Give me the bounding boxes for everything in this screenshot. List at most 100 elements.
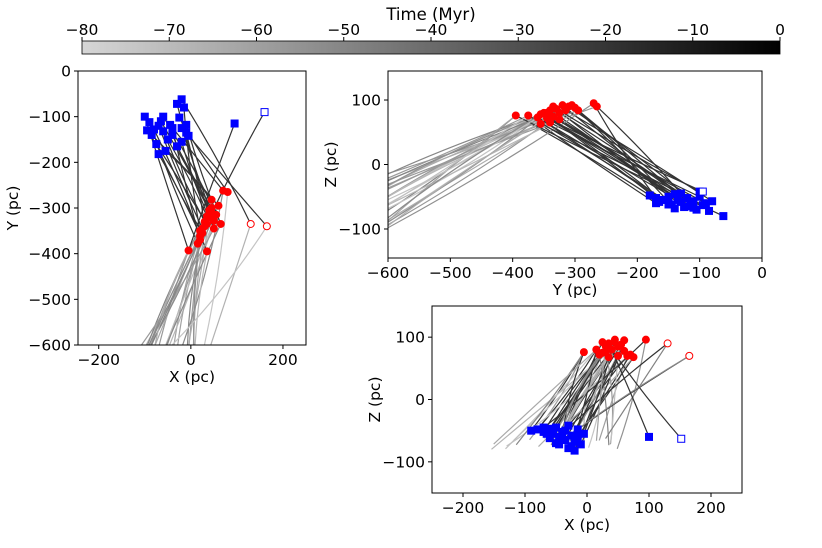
x-tick-label: 0 xyxy=(186,351,196,369)
square-marker-open xyxy=(698,187,707,196)
y-tick-label: −600 xyxy=(28,337,71,355)
panel-xy: −200 0 200 0 −100 −200 −300 −400 −500 −600 X (pc) Y… xyxy=(4,63,307,386)
square-marker xyxy=(561,426,570,435)
square-marker xyxy=(645,432,653,441)
circle-marker xyxy=(579,348,588,357)
circle-marker xyxy=(209,224,218,233)
trajectory-past xyxy=(165,214,217,345)
x-axis-label: X (pc) xyxy=(564,516,610,534)
trajectory-past xyxy=(388,102,595,229)
square-marker xyxy=(184,131,193,140)
trajectory-recent xyxy=(187,123,236,251)
trajectory-past xyxy=(193,239,201,345)
panel-xz: −200 −100 0 100 200 100 0 −100 X (pc) Z (pc) xyxy=(366,305,743,534)
y-tick-label: −100 xyxy=(338,220,381,238)
x-axis-label: X (pc) xyxy=(169,368,215,386)
square-marker xyxy=(140,112,149,121)
circle-marker-open xyxy=(246,219,255,228)
y-tick-label: −100 xyxy=(382,453,425,471)
colorbar-gradient xyxy=(81,40,781,55)
y-axis-label: Z (pc) xyxy=(366,376,384,422)
trajectory-recent xyxy=(564,342,668,432)
trajectory-past xyxy=(515,351,585,446)
circle-marker xyxy=(196,235,205,244)
trajectory-past xyxy=(171,225,268,345)
circle-marker xyxy=(604,353,613,362)
trajectory-past xyxy=(148,243,199,345)
trajectory-recent xyxy=(543,112,657,199)
trajectory-past xyxy=(388,112,545,219)
trajectories xyxy=(491,339,690,451)
markers xyxy=(527,335,694,455)
square-marker xyxy=(552,439,560,448)
y-tick-label: −100 xyxy=(28,108,71,126)
circle-marker xyxy=(214,201,223,210)
square-marker xyxy=(673,195,682,204)
colorbar-tick-label: −80 xyxy=(66,21,99,39)
x-tick-label: 200 xyxy=(696,499,726,517)
trajectory-recent xyxy=(565,109,713,202)
square-marker xyxy=(705,206,714,215)
square-marker xyxy=(147,130,156,139)
y-axis-label: Y (pc) xyxy=(4,186,22,232)
trajectory-past xyxy=(165,223,222,345)
circle-marker xyxy=(198,229,207,238)
y-tick-label: 0 xyxy=(415,391,425,409)
trajectory-past xyxy=(388,117,548,227)
circle-marker xyxy=(202,247,211,256)
circle-marker xyxy=(614,351,622,360)
trajectory-past xyxy=(388,118,560,206)
circle-marker xyxy=(620,336,629,345)
square-marker xyxy=(154,150,163,159)
circle-marker-open xyxy=(262,222,271,231)
markers xyxy=(140,95,271,256)
y-tick-label: −400 xyxy=(28,245,71,263)
trajectory-past xyxy=(505,341,603,450)
trajectory-past xyxy=(203,191,229,345)
trajectory-past xyxy=(388,116,538,201)
square-marker-open xyxy=(677,434,686,443)
circle-marker xyxy=(561,106,570,115)
circle-marker xyxy=(536,119,545,128)
trajectory-past xyxy=(388,114,529,206)
y-tick-label: 0 xyxy=(61,63,71,81)
square-marker xyxy=(168,130,177,139)
trajectory-past xyxy=(158,250,190,345)
trajectory-past xyxy=(188,217,210,345)
circle-marker xyxy=(536,110,545,119)
circle-marker-open xyxy=(663,339,672,348)
circle-marker xyxy=(549,102,558,111)
x-tick-label: −500 xyxy=(429,264,472,282)
square-marker xyxy=(719,212,728,221)
colorbar-tick-label: −60 xyxy=(240,21,273,39)
circle-marker xyxy=(511,111,520,120)
x-tick-label: −400 xyxy=(491,264,534,282)
square-marker xyxy=(177,137,186,146)
x-tick-label: −200 xyxy=(616,264,659,282)
square-marker xyxy=(161,146,170,155)
x-tick-label: −200 xyxy=(442,499,485,517)
colorbar-tick-label: −30 xyxy=(502,21,535,39)
x-tick-label: −100 xyxy=(678,264,721,282)
circle-marker xyxy=(641,335,650,344)
square-marker xyxy=(548,425,557,434)
square-marker xyxy=(579,429,588,438)
circle-marker xyxy=(216,219,225,228)
circle-marker xyxy=(207,208,216,217)
y-tick-label: −200 xyxy=(28,154,71,172)
colorbar-tick-label: −10 xyxy=(676,21,709,39)
colorbar-tick-label: −70 xyxy=(153,21,186,39)
trajectory-recent xyxy=(537,116,679,201)
trajectory-past xyxy=(493,349,597,445)
square-marker xyxy=(708,197,717,206)
square-marker xyxy=(567,442,576,451)
trajectory-recent xyxy=(611,349,682,440)
square-marker xyxy=(664,192,673,201)
x-tick-label: −600 xyxy=(367,264,410,282)
x-tick-label: −100 xyxy=(504,499,547,517)
trajectory-recent xyxy=(181,98,252,225)
circle-marker xyxy=(592,102,601,111)
circle-marker-open xyxy=(685,351,694,360)
circle-marker xyxy=(610,335,619,344)
trajectory-recent xyxy=(546,117,704,193)
